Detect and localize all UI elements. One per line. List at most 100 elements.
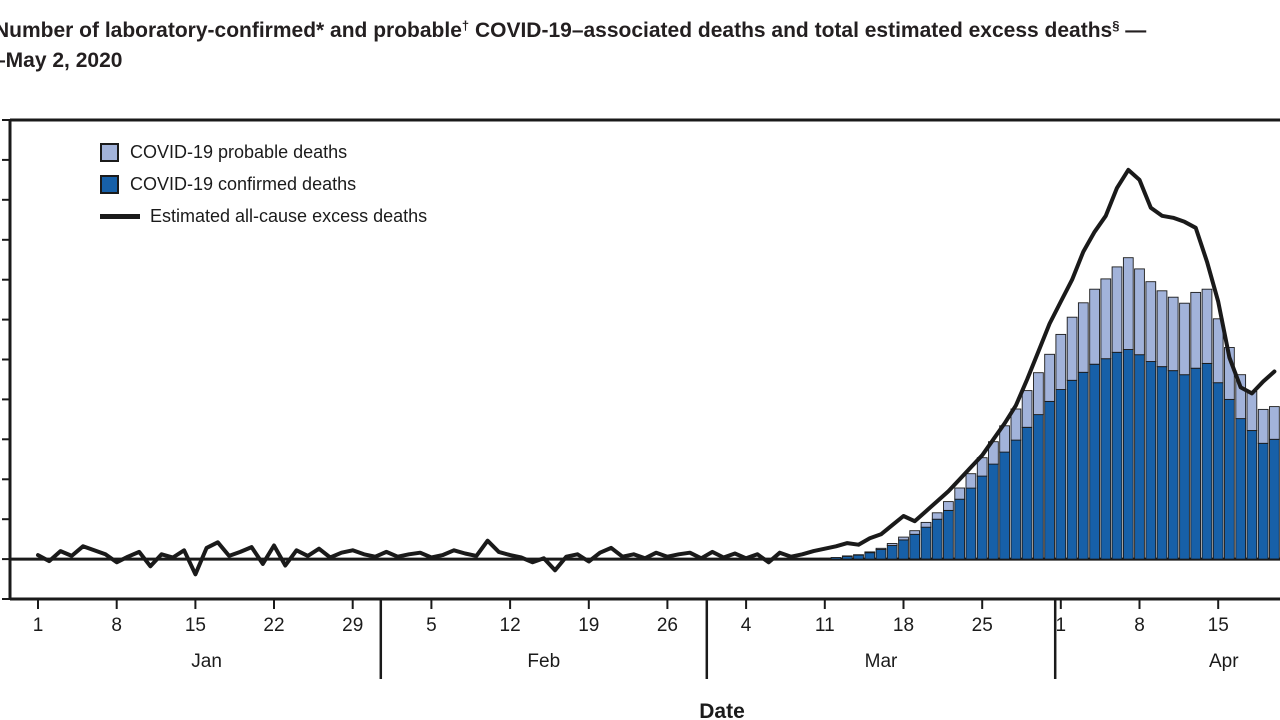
x-tick-label: 12 <box>500 615 521 636</box>
x-axis-title: Date <box>699 700 745 720</box>
confirmed-deaths-bar <box>1190 367 1202 560</box>
probable-deaths-bar <box>1246 390 1258 431</box>
x-tick-label: 1 <box>33 615 44 636</box>
probable-deaths-bar <box>931 512 943 520</box>
probable-deaths-bar <box>954 487 966 500</box>
month-label: Apr <box>1209 651 1239 672</box>
confirmed-deaths-bar <box>1010 439 1022 560</box>
probable-deaths-bar <box>1066 316 1078 381</box>
probable-deaths-bar <box>909 530 921 535</box>
confirmed-deaths-bar <box>830 557 842 560</box>
confirmed-deaths-bar <box>1212 382 1224 560</box>
month-label: Feb <box>527 651 560 672</box>
confirmed-deaths-bar <box>909 533 921 560</box>
probable-deaths-bar <box>1179 302 1190 376</box>
probable-deaths-bar <box>1269 406 1280 440</box>
legend-label-probable: COVID-19 probable deaths <box>130 141 348 162</box>
confirmed-deaths-bar <box>1100 358 1112 560</box>
confirmed-deaths-bar <box>1257 442 1269 560</box>
confirmed-deaths-bar <box>976 475 988 560</box>
probable-deaths-bar <box>1134 268 1145 356</box>
x-tick-label: 22 <box>263 615 284 636</box>
confirmed-deaths-bar <box>920 526 932 560</box>
probable-deaths-bar <box>1100 278 1112 360</box>
x-tick-label: 4 <box>741 615 752 636</box>
x-tick-label: 29 <box>342 615 363 636</box>
title-text-segment: — <box>1119 19 1147 42</box>
confirmed-deaths-bar <box>853 554 864 560</box>
confirmed-deaths-bar <box>1044 400 1055 560</box>
month-label: Mar <box>865 651 898 672</box>
confirmed-deaths-bar <box>1066 379 1078 560</box>
legend-item-confirmed: COVID-19 confirmed deaths <box>100 168 427 200</box>
month-label: Jan <box>191 651 222 672</box>
probable-deaths-bar <box>1089 288 1100 365</box>
confirmed-deaths-bar <box>1089 363 1100 560</box>
confirmed-deaths-bar <box>886 545 898 560</box>
probable-deaths-bar <box>1235 374 1247 420</box>
confirmed-deaths-swatch <box>100 174 119 194</box>
probable-deaths-bar <box>1021 390 1033 428</box>
probable-deaths-bar <box>1167 296 1179 372</box>
figure-title-line1: Number of laboratory-confirmed* and prob… <box>0 16 1146 46</box>
probable-deaths-bar <box>1111 266 1123 353</box>
confirmed-deaths-bar <box>1077 371 1089 560</box>
probable-deaths-bar <box>943 501 954 511</box>
confirmed-deaths-bar <box>1021 426 1033 560</box>
x-tick-label: 19 <box>578 615 599 636</box>
confirmed-deaths-bar <box>864 552 876 560</box>
probable-deaths-bar <box>1257 408 1269 444</box>
confirmed-deaths-bar <box>1156 366 1168 560</box>
confirmed-deaths-bar <box>1269 438 1280 560</box>
probable-deaths-bar <box>886 543 898 546</box>
x-tick-label: 25 <box>972 615 993 636</box>
probable-deaths-bar <box>875 547 887 550</box>
chart-legend: COVID-19 probable deaths COVID-19 confir… <box>100 136 427 232</box>
confirmed-deaths-bar <box>1134 354 1145 560</box>
x-tick-label: 15 <box>1208 615 1229 636</box>
x-tick-label: 8 <box>1134 615 1145 636</box>
x-tick-label: 8 <box>111 615 122 636</box>
probable-deaths-bar <box>1044 353 1055 402</box>
title-text-segment: Number of laboratory-confirmed* and prob… <box>0 19 462 42</box>
confirmed-deaths-bar <box>1033 414 1044 560</box>
excess-deaths-line-swatch <box>100 213 140 219</box>
plot-border <box>8 118 1280 601</box>
x-tick-label: 15 <box>185 615 206 636</box>
probable-deaths-bar <box>1033 372 1044 416</box>
confirmed-deaths-bar <box>943 509 954 560</box>
title-section-superscript: § <box>1112 18 1120 33</box>
probable-deaths-bar <box>898 536 909 541</box>
figure-title-line2: –May 2, 2020 <box>0 49 123 73</box>
probable-deaths-bar <box>1077 302 1089 373</box>
legend-label-confirmed: COVID-19 confirmed deaths <box>130 173 357 194</box>
probable-deaths-bar <box>1156 290 1168 368</box>
confirmed-deaths-bar <box>1201 363 1213 560</box>
confirmed-deaths-bar <box>954 498 966 560</box>
confirmed-deaths-bar <box>1111 351 1123 560</box>
confirmed-deaths-bar <box>819 557 831 560</box>
chart-area: 1 8 15 22 29 5 12 19 26 4 11 18 25 1 8 15 Jan Feb Mar Apr Da… <box>0 118 1280 720</box>
legend-item-probable: COVID-19 probable deaths <box>100 136 427 168</box>
confirmed-deaths-bar <box>1055 388 1067 560</box>
confirmed-deaths-bar <box>1224 398 1235 560</box>
x-tick-label: 18 <box>893 615 914 636</box>
confirmed-deaths-bar <box>999 451 1010 560</box>
confirmed-deaths-bar <box>1167 370 1179 560</box>
x-tick-label: 5 <box>426 615 437 636</box>
probable-deaths-bar <box>1212 318 1224 384</box>
title-dagger-superscript: † <box>461 18 470 33</box>
probable-deaths-bar <box>920 521 932 528</box>
confirmed-deaths-bar <box>1145 361 1157 560</box>
probable-deaths-swatch <box>100 142 119 162</box>
confirmed-deaths-bar <box>931 518 943 560</box>
legend-label-excess: Estimated all-cause excess deaths <box>150 205 428 226</box>
x-tick-label: 1 <box>1056 615 1067 636</box>
figure-title: Number of laboratory-confirmed* and prob… <box>0 16 1146 77</box>
confirmed-deaths-bar <box>988 463 999 560</box>
probable-deaths-bar <box>965 473 977 489</box>
confirmed-deaths-bar <box>1122 349 1134 560</box>
confirmed-deaths-bar <box>965 487 977 560</box>
probable-deaths-bar <box>1055 333 1067 390</box>
